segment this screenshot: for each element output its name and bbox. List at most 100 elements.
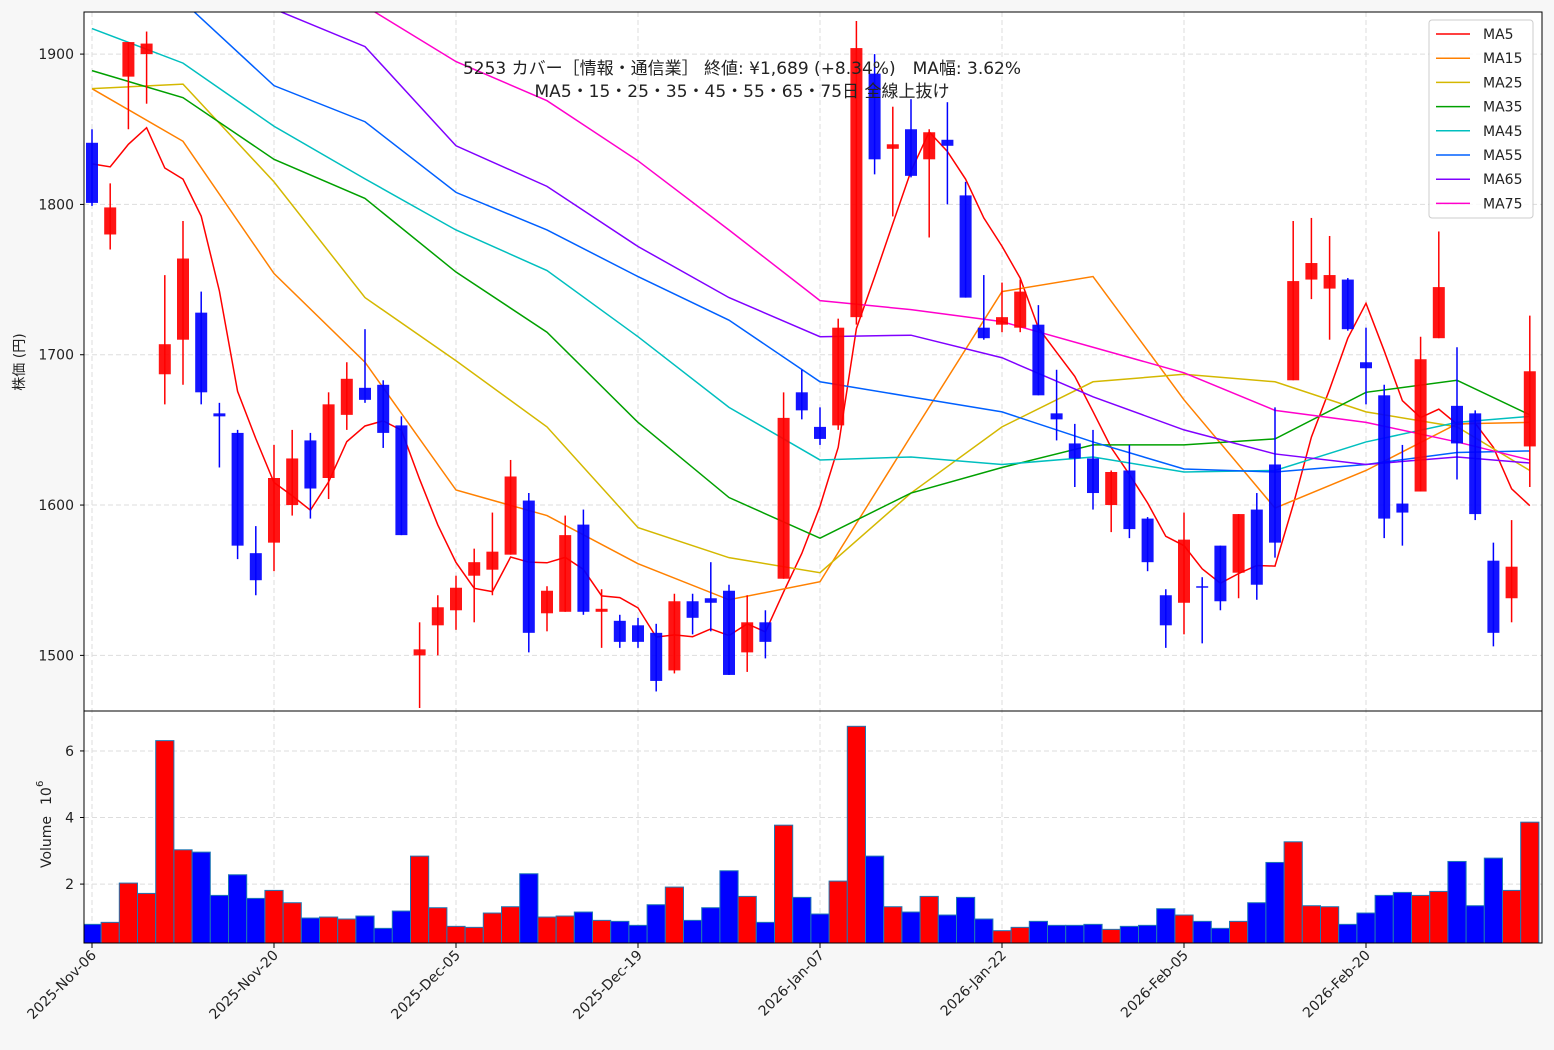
volume-bar (1192, 920, 1212, 943)
candlestick (1360, 327, 1372, 405)
price-tick-label: 1500 (38, 648, 74, 664)
volume-bar (173, 849, 193, 943)
date-tick-label: 2026-Jan-07 (756, 948, 828, 1020)
candle-body (104, 207, 117, 235)
candlestick (650, 623, 663, 692)
volume-bar (1065, 924, 1085, 943)
volume-bar (1210, 927, 1231, 943)
candle-body (741, 622, 754, 653)
ma-line-ma75 (373, 12, 1530, 461)
date-tick-label: 2025-Nov-06 (25, 947, 100, 1022)
legend-label: MA35 (1483, 100, 1522, 116)
candlestick (177, 220, 189, 385)
candle-body (413, 649, 426, 656)
candle-body (1123, 470, 1136, 530)
volume-bars (84, 725, 1540, 943)
candle-body (377, 384, 390, 433)
candlestick (541, 586, 553, 632)
candlestick (286, 429, 299, 516)
volume-bar (1265, 861, 1285, 943)
volume-bar (1465, 905, 1485, 943)
volume-bar (118, 882, 139, 943)
chart-title-line1: 5253 カバー［情報・通信業］ 終値: ¥1,689 (+8.34%) MA幅… (463, 59, 1021, 79)
price-tick-label: 1600 (38, 498, 74, 514)
candle-body (777, 417, 790, 579)
volume-bar (100, 921, 120, 943)
candlestick (450, 575, 462, 630)
candlestick (886, 106, 899, 217)
candle-body (1287, 281, 1300, 381)
price-panel-bg (84, 12, 1542, 711)
candlestick (1451, 347, 1463, 480)
candlestick (559, 515, 572, 612)
volume-bar (137, 892, 157, 943)
volume-bar (992, 930, 1012, 943)
candle-body (1378, 395, 1391, 519)
candlestick (1196, 577, 1209, 644)
candlestick (1232, 514, 1245, 599)
volume-bar (883, 906, 903, 943)
volume-scale: 10 6 (35, 781, 55, 805)
candle-body (668, 601, 681, 671)
candle-body (268, 478, 280, 543)
candle-body (977, 327, 990, 339)
volume-bar (1047, 924, 1067, 943)
legend-label: MA65 (1483, 172, 1522, 188)
candlestick (850, 21, 863, 325)
volume-bar (828, 880, 848, 943)
volume-tick-label: 4 (65, 811, 74, 827)
volume-multiplier: 10 (39, 787, 55, 805)
volume-bar (573, 911, 593, 943)
candlestick (1505, 520, 1518, 623)
candlestick (213, 402, 226, 468)
legend-box (1428, 19, 1534, 219)
volume-tick-label: 6 (65, 744, 74, 760)
volume-bar (1320, 906, 1340, 943)
volume-bar (264, 889, 284, 943)
candlestick (1123, 444, 1136, 539)
volume-bar (937, 914, 957, 943)
candle-body (1523, 371, 1536, 447)
volume-bar (228, 874, 248, 943)
candlestick (122, 42, 135, 130)
candlesticks (86, 21, 1536, 708)
volume-bar (846, 725, 866, 943)
candle-body (304, 440, 317, 489)
candle-body (1305, 263, 1318, 280)
candlestick (468, 548, 481, 623)
candlestick (340, 362, 353, 430)
volume-exponent: 6 (35, 781, 46, 787)
candlestick (1487, 542, 1500, 647)
candlestick (158, 275, 171, 405)
candle-body (1250, 509, 1263, 585)
candlestick (431, 595, 444, 656)
candlestick (977, 275, 990, 340)
candle-body (1087, 458, 1099, 494)
legend-label: MA75 (1483, 196, 1522, 212)
candle-body (1451, 405, 1463, 444)
candle-body (522, 500, 535, 633)
price-tick-label: 1900 (38, 47, 74, 63)
volume-bar (1338, 923, 1358, 943)
candle-body (759, 622, 772, 642)
volume-bar (1301, 905, 1322, 943)
volume-bar (537, 916, 557, 943)
candlestick (959, 181, 972, 298)
candle-body (322, 404, 335, 478)
candle-body (795, 392, 808, 411)
volume-bar (1392, 891, 1413, 943)
volume-bar (1520, 821, 1540, 943)
candlestick (522, 493, 535, 653)
volume-bar (84, 923, 102, 943)
volume-bar (1156, 908, 1176, 943)
candlestick (1178, 512, 1190, 635)
ma-line-ma35 (91, 69, 1531, 539)
volume-bar (956, 896, 976, 943)
volume-bar (319, 916, 339, 943)
candle-body (1105, 471, 1118, 506)
volume-bar (519, 873, 539, 943)
candlestick (1032, 305, 1045, 396)
candle-body (1487, 560, 1500, 633)
ma-line-ma25 (91, 83, 1531, 574)
volume-bar (391, 910, 411, 943)
